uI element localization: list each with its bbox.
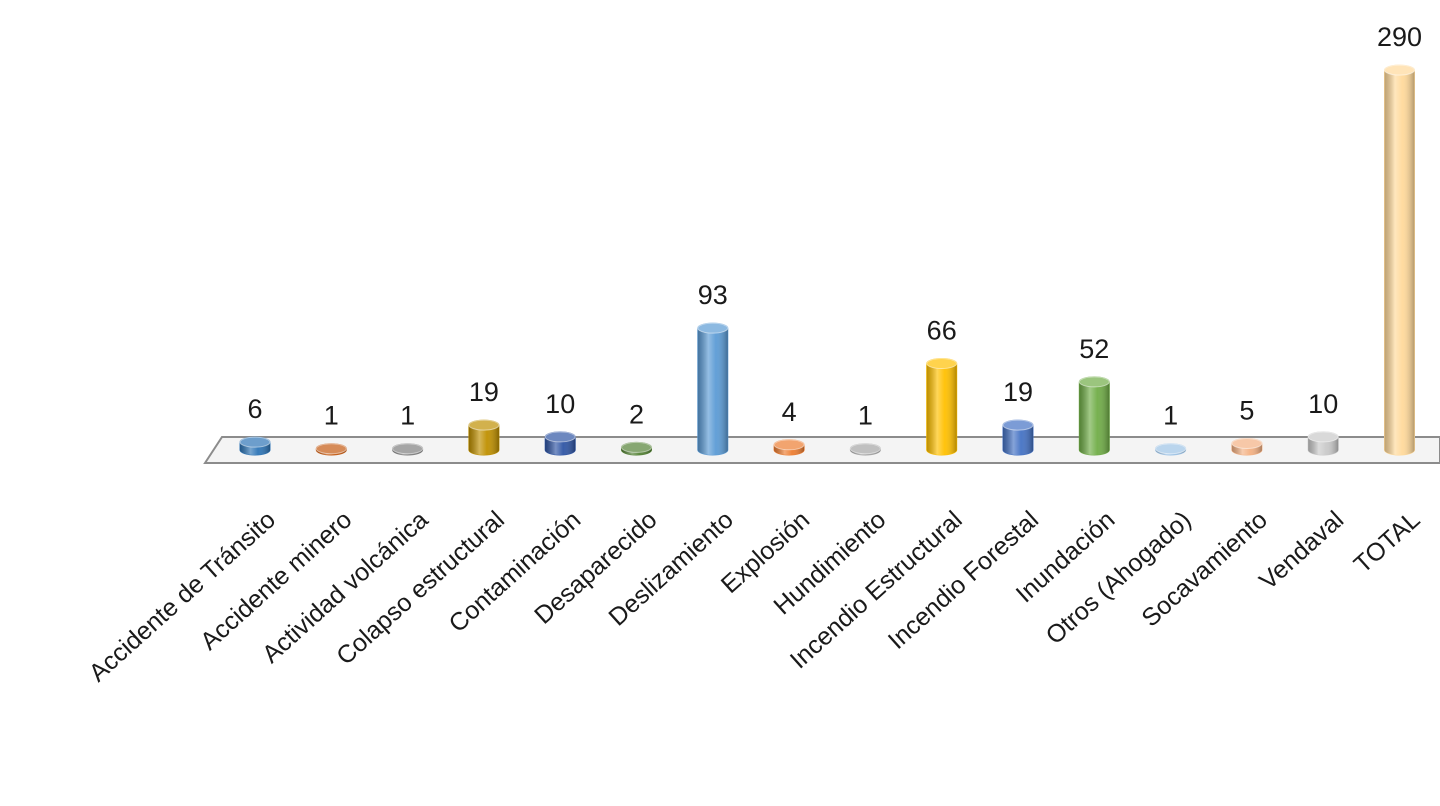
bar-top	[773, 439, 805, 451]
bar-top-light	[1155, 443, 1186, 454]
data-label: 290	[1377, 22, 1422, 52]
bar-top-light	[697, 323, 728, 334]
bar-top	[468, 419, 500, 431]
bar-top	[1002, 419, 1034, 431]
data-label: 10	[1308, 389, 1338, 419]
bar-top-light	[774, 439, 805, 450]
data-label: 19	[1003, 377, 1033, 407]
bar-top-light	[1003, 420, 1033, 431]
data-label: 66	[927, 316, 957, 346]
bar-top	[849, 443, 881, 455]
data-label: 2	[629, 399, 644, 429]
bar-top-light	[545, 431, 576, 442]
bar-top-light	[1384, 65, 1415, 76]
bar-top-light	[1079, 376, 1110, 387]
data-label: 1	[324, 401, 339, 431]
data-label: 1	[400, 401, 415, 431]
bar-top-light	[392, 443, 423, 454]
x-tick-label: Contaminación	[444, 506, 587, 638]
bar-top	[1307, 431, 1339, 443]
bar-top	[315, 443, 347, 455]
bar-shade	[926, 358, 957, 455]
bar-top	[239, 436, 271, 448]
data-label: 1	[1163, 401, 1178, 431]
bar-top-light	[240, 437, 270, 448]
bar-top-light	[926, 358, 957, 369]
bar-top-light	[468, 420, 499, 431]
bar-top-light	[316, 443, 347, 454]
bar-top	[926, 358, 958, 370]
data-label: 93	[698, 280, 728, 310]
bar-top-light	[850, 443, 881, 454]
bar-top	[392, 443, 424, 455]
bar-shade	[1079, 376, 1110, 455]
bar-top-light	[1231, 438, 1262, 449]
data-label: 52	[1079, 334, 1109, 364]
bar-top	[1078, 376, 1110, 388]
data-label: 10	[545, 389, 575, 419]
data-label: 4	[782, 397, 797, 427]
data-label: 1	[858, 401, 873, 431]
bar-top-light	[1308, 431, 1339, 442]
bar-top	[697, 322, 729, 334]
x-tick-label: TOTAL	[1349, 506, 1426, 579]
data-label: 6	[247, 394, 262, 424]
x-tick-label: Vendaval	[1254, 506, 1349, 596]
bar-shade	[697, 323, 728, 455]
bar-top	[1231, 437, 1263, 449]
bar-top	[1155, 443, 1187, 455]
bar-top	[544, 431, 576, 443]
bar-top	[1384, 64, 1415, 76]
floor	[203, 436, 1440, 464]
bar-top-light	[621, 442, 652, 453]
bar-shade	[1384, 65, 1415, 455]
data-label: 19	[469, 377, 499, 407]
data-label: 5	[1239, 395, 1254, 425]
bar-top	[621, 441, 652, 453]
